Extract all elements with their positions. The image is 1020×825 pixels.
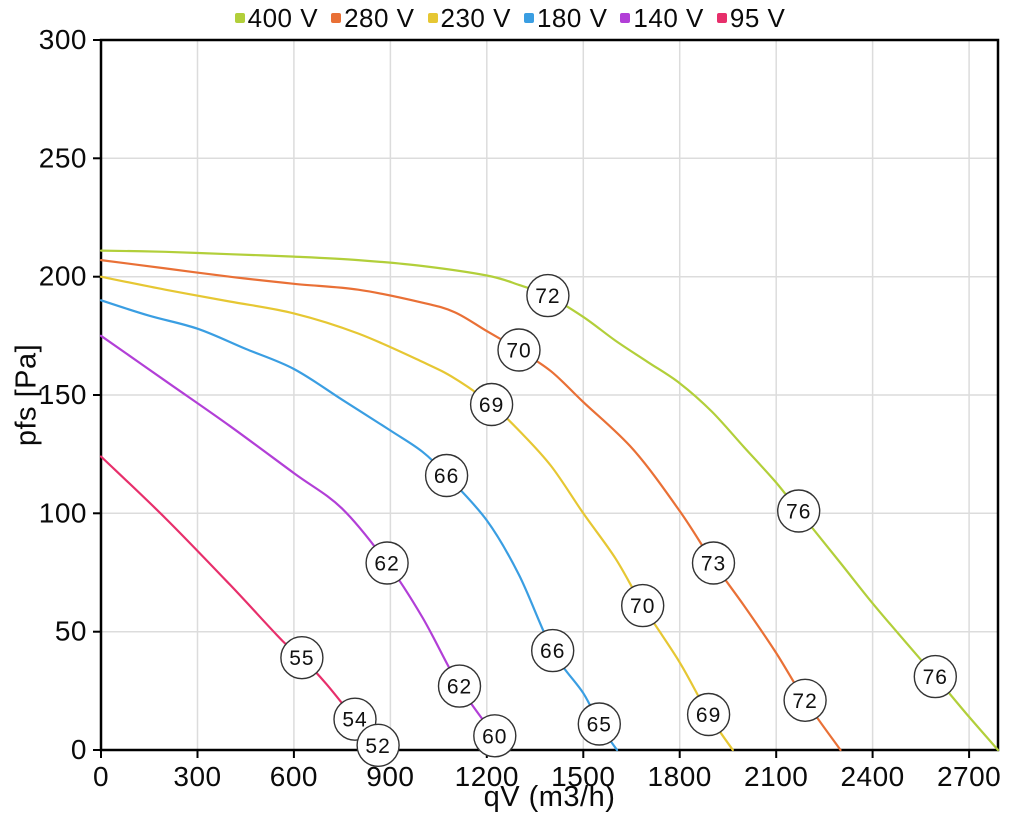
- y-tick-label: 150: [39, 379, 87, 410]
- x-axis-title: qV (m3/h): [483, 781, 616, 813]
- point-label-circle-280-v: [497, 328, 541, 372]
- point-label-value: 76: [923, 666, 948, 689]
- legend-label: 230 V: [440, 2, 511, 33]
- point-label-value: 54: [342, 709, 367, 732]
- legend-item-95-v[interactable]: 95 V: [716, 2, 786, 34]
- point-label-circle-180-v: [577, 702, 621, 746]
- point-label-value: 52: [365, 735, 390, 758]
- point-label-circle-400-v: [913, 654, 957, 699]
- y-tick-label: 200: [39, 261, 87, 292]
- x-tick-label: 2700: [937, 761, 1001, 792]
- point-label-circle-95-v: [356, 723, 400, 767]
- y-tick-label: 0: [71, 734, 87, 765]
- point-label-circle-180-v: [531, 628, 575, 673]
- y-tick-label: 50: [55, 616, 87, 647]
- legend-label: 400 V: [247, 2, 319, 33]
- point-label-value: 76: [786, 501, 811, 524]
- x-tick-label: 300: [173, 761, 221, 792]
- curve-180-v: [99, 299, 619, 752]
- point-label-circle-95-v: [280, 636, 324, 680]
- legend-item-280-v[interactable]: 280 V: [331, 3, 414, 34]
- point-label-value: 69: [479, 394, 504, 417]
- point-label-circle-230-v: [621, 583, 665, 628]
- legend-swatch-icon: [331, 13, 342, 23]
- point-label-circle-400-v: [777, 489, 821, 533]
- legend-swatch-icon: [234, 13, 245, 23]
- point-label-value: 55: [289, 647, 314, 670]
- point-label-circle-140-v: [365, 541, 409, 585]
- legend-swatch-icon: [716, 13, 727, 23]
- point-label-circle-280-v: [783, 678, 827, 722]
- legend-item-230-v[interactable]: 230 V: [427, 2, 511, 34]
- point-label-circle-400-v: [526, 273, 570, 318]
- point-label-value: 72: [792, 690, 817, 713]
- point-label-value: 66: [540, 640, 565, 663]
- legend-label: 180 V: [536, 2, 608, 33]
- y-tick-label: 300: [39, 24, 87, 55]
- point-label-value: 70: [506, 340, 531, 363]
- y-tick-label: 250: [39, 142, 87, 173]
- curve-140-v: [99, 334, 507, 752]
- point-label-value: 69: [696, 704, 721, 727]
- point-label-value: 65: [587, 714, 612, 737]
- point-label-value: 66: [434, 465, 459, 488]
- legend-label: 280 V: [344, 2, 415, 33]
- legend-swatch-icon: [523, 13, 534, 23]
- x-tick-label: 1500: [551, 761, 615, 792]
- legend-label: 140 V: [633, 2, 704, 33]
- x-tick-label: 1800: [648, 761, 712, 792]
- point-label-circle-180-v: [424, 453, 469, 498]
- point-label-value: 70: [630, 595, 655, 618]
- x-tick-label: 600: [270, 761, 318, 792]
- x-tick-label: 2100: [744, 761, 808, 792]
- y-axis-title: pfs [Pa]: [10, 343, 43, 447]
- point-label-value: 72: [535, 285, 560, 308]
- legend-item-180-v[interactable]: 180 V: [523, 2, 608, 34]
- legend-item-140-v[interactable]: 140 V: [620, 3, 703, 34]
- legend-swatch-icon: [620, 13, 631, 23]
- legend-item-400-v[interactable]: 400 V: [234, 2, 319, 34]
- point-label-circle-230-v: [686, 692, 731, 737]
- x-tick-label: 0: [93, 761, 109, 792]
- legend-swatch-icon: [427, 13, 438, 23]
- chart-legend: 400 V 280 V 230 V 180 V 140 V 95 V: [0, 2, 1020, 34]
- point-label-circle-140-v: [473, 714, 517, 758]
- curve-400-v: [99, 249, 1000, 752]
- point-label-value: 62: [374, 553, 399, 576]
- point-label-value: 73: [701, 553, 726, 576]
- point-label-circle-140-v: [437, 664, 482, 708]
- x-tick-label: 2400: [840, 761, 904, 792]
- point-label-circle-230-v: [469, 382, 514, 427]
- point-label-circle-280-v: [691, 541, 736, 585]
- point-label-value: 60: [482, 725, 507, 748]
- point-label-value: 62: [447, 676, 472, 699]
- legend-label: 95 V: [729, 2, 786, 33]
- x-tick-label: 1200: [455, 761, 519, 792]
- y-tick-label: 100: [39, 497, 87, 528]
